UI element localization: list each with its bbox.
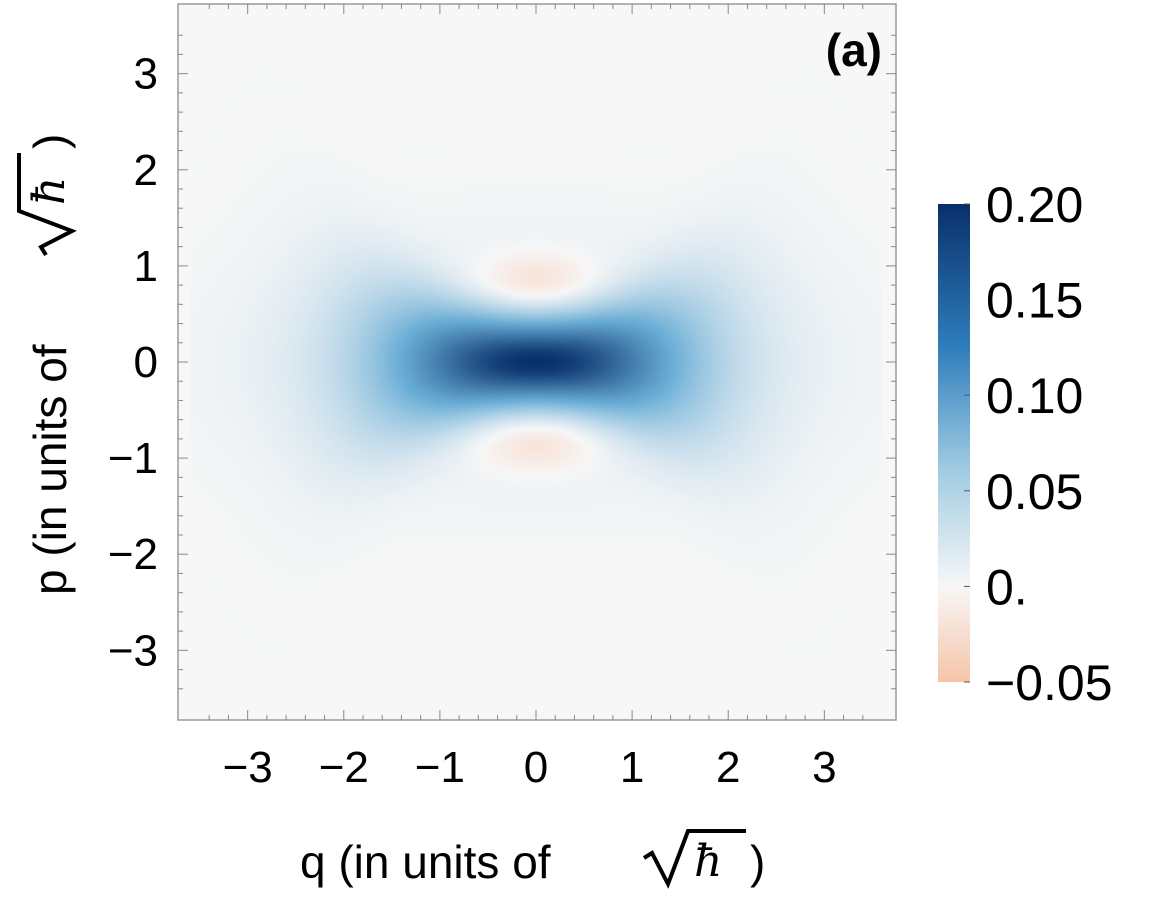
y-tick-label: 0 — [134, 338, 158, 387]
colorbar-tick-label: 0.20 — [986, 177, 1083, 233]
y-tick-label: −3 — [108, 626, 158, 675]
y-sqrt-sign — [17, 153, 77, 257]
x-tick-labels: −3 −2 −1 0 1 2 3 — [223, 743, 837, 792]
panel-label: (a) — [826, 24, 882, 76]
colorbar-gradient — [938, 204, 970, 682]
y-tick-label: 2 — [134, 146, 158, 195]
colorbar-ticks — [964, 203, 970, 683]
y-hbar-symbol: ħ — [24, 177, 75, 205]
x-axis-label: q (in units of — [300, 836, 551, 888]
x-tick-label: −2 — [319, 743, 369, 792]
axis-ticks — [178, 4, 896, 720]
x-sqrt-sign — [642, 829, 746, 889]
y-tick-label: −2 — [108, 530, 158, 579]
y-close-paren: ) — [24, 134, 76, 149]
x-tick-label: −3 — [223, 743, 273, 792]
y-axis-label: p (in units of — [24, 344, 76, 595]
colorbar-tick-label: 0.15 — [986, 273, 1083, 329]
heatmap-image — [190, 16, 882, 708]
y-tick-labels: −3 −2 −1 0 1 2 3 — [108, 50, 158, 676]
x-close-paren: ) — [750, 836, 765, 888]
colorbar-tick-labels: 0.20 0.15 0.10 0.05 0. −0.05 — [986, 177, 1113, 711]
colorbar-tick-label: −0.05 — [986, 655, 1113, 711]
y-tick-label: −1 — [108, 434, 158, 483]
colorbar-tick-label: 0.05 — [986, 464, 1083, 520]
colorbar-tick-label: 0.10 — [986, 368, 1083, 424]
x-tick-label: 3 — [812, 743, 836, 792]
heatmap — [178, 4, 896, 720]
x-tick-label: 2 — [716, 743, 740, 792]
y-tick-label: 1 — [134, 242, 158, 291]
colorbar: 0.20 0.15 0.10 0.05 0. −0.05 — [938, 177, 1113, 711]
x-tick-label: −1 — [415, 743, 465, 792]
y-axis-title: p (in units of ħ ) — [17, 134, 77, 595]
x-tick-label: 1 — [620, 743, 644, 792]
x-hbar-symbol: ħ — [694, 836, 722, 887]
colorbar-tick-label: 0. — [986, 559, 1028, 615]
y-tick-label: 3 — [134, 50, 158, 99]
x-axis-title: q (in units of ħ ) — [300, 829, 765, 889]
x-tick-label: 0 — [524, 743, 548, 792]
